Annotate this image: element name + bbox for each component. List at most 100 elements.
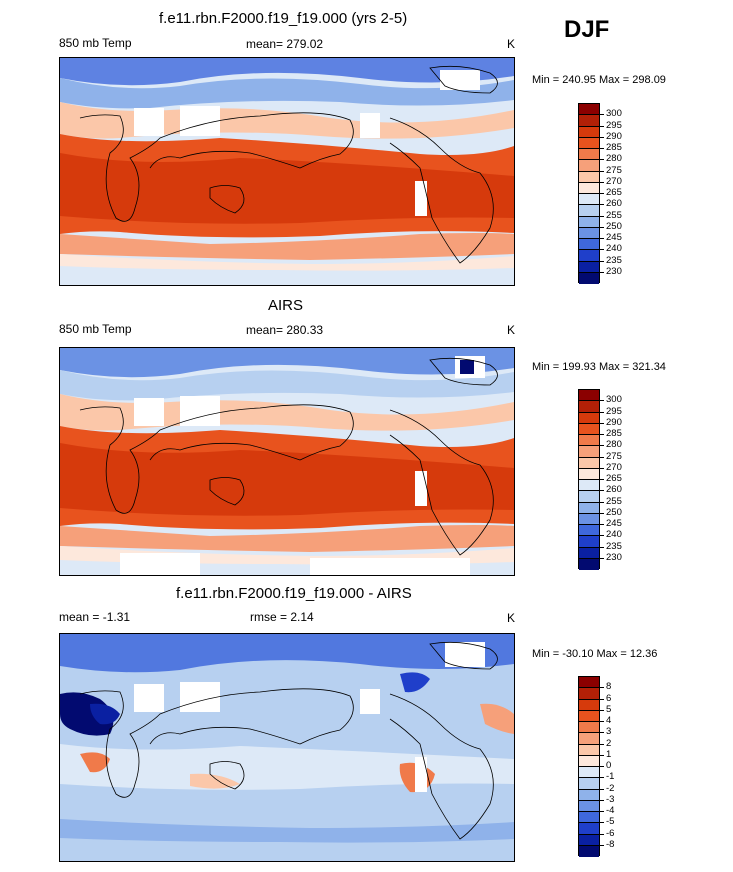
- cbar3-label-8: -1: [606, 771, 615, 783]
- cbar1-box-14: [579, 261, 599, 273]
- cbar2-box-9: [579, 491, 599, 503]
- cbar2-box-11: [579, 513, 599, 525]
- cbar3-box-11: [579, 800, 599, 812]
- cbar1-tick-7: [600, 193, 604, 194]
- cbar3-tick-5: [600, 743, 604, 745]
- cbar1-box-13: [579, 250, 599, 262]
- cbar1-box-6: [579, 171, 599, 183]
- cbar2-tick-9: [600, 501, 604, 503]
- cbar3-tick-3: [600, 721, 604, 722]
- cbar2-tick-10: [600, 512, 604, 514]
- cbar1-tick-3: [600, 148, 604, 149]
- cbar2-label-7: 265: [606, 473, 622, 484]
- cbar2-label-9: 255: [606, 495, 622, 507]
- cbar3-label-4: 3: [606, 726, 612, 738]
- cbar1-box-2: [579, 126, 599, 138]
- cbar3-label-6: 1: [606, 748, 612, 760]
- cbar1-tick-4: [600, 159, 604, 161]
- cbar1-box-15: [579, 272, 599, 284]
- cbar3-label-1: 6: [606, 692, 612, 704]
- cbar1-label-9: 255: [606, 209, 622, 221]
- cbar3-label-9: -2: [606, 782, 615, 794]
- cbar3-tick-13: [600, 833, 604, 835]
- cbar3-label-11: -4: [606, 805, 615, 816]
- cbar2-box-1: [579, 401, 599, 413]
- cbar1-tick-14: [600, 271, 604, 273]
- cbar1-box-10: [579, 216, 599, 228]
- cbar2-label-3: 285: [606, 428, 622, 439]
- panel3-units-label: K: [507, 611, 516, 625]
- cbar2-box-7: [579, 468, 599, 480]
- cbar3-box-5: [579, 733, 599, 745]
- cbar2-label-10: 250: [606, 506, 622, 518]
- cbar2-box-6: [579, 457, 599, 469]
- cbar2-label-11: 245: [606, 518, 622, 529]
- panel3-title: f.e11.rbn.F2000.f19_f19.000 - AIRS: [176, 585, 412, 602]
- cbar1-label-0: 300: [606, 108, 622, 120]
- cbar3-label-2: 5: [606, 703, 612, 715]
- cbar1-box-1: [579, 115, 599, 127]
- panel1-title: f.e11.rbn.F2000.f19_f19.000 (yrs 2-5): [159, 10, 408, 27]
- cbar2-tick-4: [600, 445, 604, 447]
- cbar3-label-0: 8: [606, 681, 612, 693]
- cbar2-box-2: [579, 412, 599, 424]
- cbar1-label-6: 270: [606, 175, 622, 187]
- cbar2-tick-12: [600, 535, 604, 537]
- cbar3-label-14: -8: [606, 838, 615, 850]
- cbar2-box-8: [579, 480, 599, 492]
- cbar1-tick-12: [600, 249, 604, 251]
- panel2-mean-label: mean= 280.33: [246, 323, 324, 337]
- cbar2-box-3: [579, 423, 599, 435]
- cbar3-box-12: [579, 812, 599, 824]
- cbar1-tick-10: [600, 226, 604, 228]
- panel3-mean-label: mean = -1.31: [59, 610, 131, 624]
- cbar3-box-7: [579, 755, 599, 767]
- cbar3-label-12: -5: [606, 816, 615, 828]
- cbar3-tick-12: [600, 822, 604, 824]
- cbar1-box-12: [579, 239, 599, 251]
- panel1-map-svg: [60, 58, 514, 285]
- panel3-minmax: Min = -30.10 Max = 12.36: [532, 648, 658, 660]
- cbar2-tick-13: [600, 546, 604, 548]
- cbar1-tick-5: [600, 170, 604, 172]
- cbar3-label-13: -6: [606, 827, 615, 839]
- cbar1-box-0: [579, 104, 599, 116]
- cbar1-box-9: [579, 205, 599, 217]
- cbar3-box-4: [579, 722, 599, 734]
- panel1-units-label: K: [507, 37, 516, 51]
- cbar2-box-13: [579, 536, 599, 548]
- cbar2-label-2: 290: [606, 416, 622, 428]
- panel3-rmse-label: rmse = 2.14: [250, 610, 314, 624]
- cbar1-label-13: 235: [606, 254, 622, 266]
- cbar2-tick-0: [600, 400, 604, 402]
- cbar3-box-15: [579, 845, 599, 857]
- panel3-colorbar: [578, 676, 600, 857]
- panel2-title: AIRS: [268, 297, 304, 314]
- cbar1-tick-6: [600, 181, 604, 183]
- cbar1-tick-8: [600, 204, 604, 206]
- cbar2-label-1: 295: [606, 405, 622, 417]
- cbar3-tick-11: [600, 811, 604, 812]
- cbar2-box-0: [579, 390, 599, 402]
- panel1-minmax: Min = 240.95 Max = 298.09: [532, 74, 666, 86]
- cbar2-tick-8: [600, 490, 604, 492]
- cbar2-tick-14: [600, 557, 604, 559]
- cbar2-box-15: [579, 558, 599, 570]
- panel2-colorbar: [578, 389, 600, 570]
- cbar1-box-4: [579, 149, 599, 161]
- cbar1-label-8: 260: [606, 198, 622, 210]
- cbar3-tick-4: [600, 732, 604, 734]
- panel1-variable-label: 850 mb Temp: [59, 36, 132, 50]
- cbar3-tick-6: [600, 754, 604, 756]
- cbar3-tick-2: [600, 709, 604, 711]
- cbar1-label-4: 280: [606, 153, 622, 165]
- cbar1-label-10: 250: [606, 220, 622, 232]
- cbar3-box-2: [579, 699, 599, 711]
- cbar2-box-4: [579, 435, 599, 447]
- cbar1-tick-9: [600, 215, 604, 217]
- cbar1-tick-2: [600, 136, 604, 138]
- cbar1-box-7: [579, 182, 599, 194]
- cbar2-label-14: 230: [606, 551, 622, 563]
- panel1-mean-label: mean= 279.02: [246, 37, 324, 51]
- season-label: DJF: [564, 16, 610, 43]
